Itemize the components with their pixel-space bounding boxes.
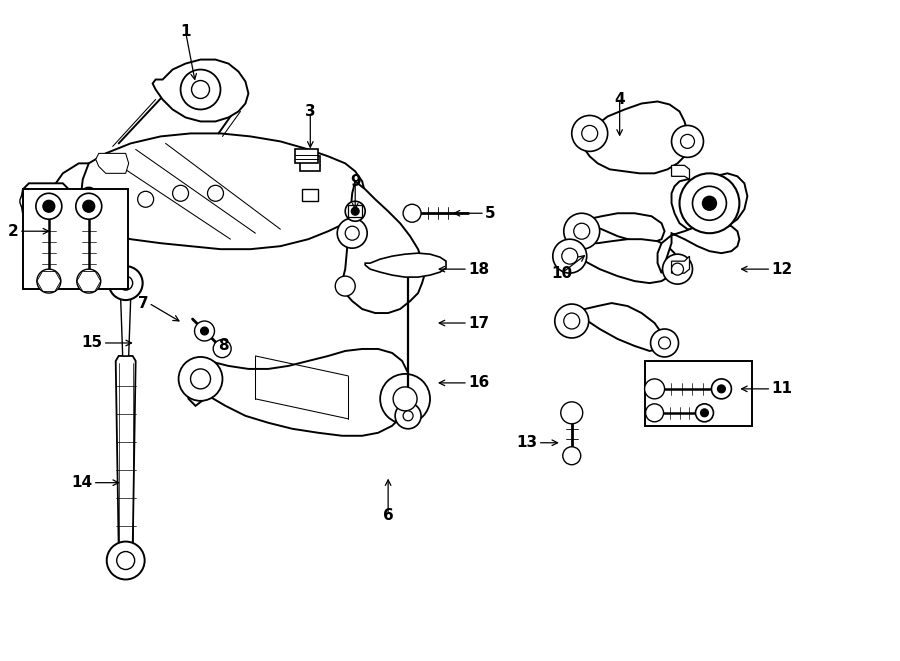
Circle shape [395, 403, 421, 429]
Text: 6: 6 [382, 508, 393, 523]
Circle shape [173, 185, 189, 201]
Text: 12: 12 [771, 262, 793, 277]
Circle shape [201, 327, 209, 335]
Circle shape [138, 191, 154, 208]
Circle shape [700, 409, 708, 417]
Circle shape [680, 173, 740, 233]
Circle shape [109, 266, 142, 300]
Polygon shape [581, 102, 688, 173]
Circle shape [659, 337, 670, 349]
Circle shape [403, 411, 413, 421]
FancyBboxPatch shape [22, 189, 128, 289]
Circle shape [335, 276, 356, 296]
Circle shape [43, 200, 55, 212]
Circle shape [671, 263, 683, 275]
Text: 8: 8 [219, 338, 230, 354]
Circle shape [562, 248, 578, 264]
Circle shape [119, 276, 132, 290]
Polygon shape [565, 239, 678, 283]
Text: 11: 11 [771, 381, 792, 397]
Circle shape [178, 357, 222, 401]
Text: 16: 16 [468, 375, 490, 391]
Text: 1: 1 [180, 24, 191, 39]
Text: 7: 7 [138, 295, 148, 311]
Polygon shape [121, 293, 130, 356]
Circle shape [346, 201, 365, 221]
Circle shape [711, 379, 732, 399]
Text: 3: 3 [305, 104, 316, 119]
Circle shape [692, 186, 726, 220]
Polygon shape [302, 189, 319, 201]
Text: 2: 2 [8, 223, 19, 239]
Polygon shape [658, 223, 740, 273]
Circle shape [662, 254, 692, 284]
Circle shape [181, 69, 220, 110]
Circle shape [651, 329, 679, 357]
Circle shape [80, 187, 98, 206]
Circle shape [83, 200, 94, 212]
Circle shape [572, 116, 608, 151]
Circle shape [393, 387, 417, 411]
Circle shape [37, 269, 61, 293]
Polygon shape [301, 157, 320, 171]
Circle shape [645, 404, 663, 422]
Circle shape [117, 551, 135, 570]
Text: 17: 17 [468, 315, 489, 330]
Circle shape [717, 385, 725, 393]
Circle shape [403, 204, 421, 222]
Circle shape [380, 374, 430, 424]
Circle shape [703, 196, 716, 210]
Text: 14: 14 [72, 475, 93, 490]
Circle shape [563, 214, 599, 249]
Text: 10: 10 [551, 266, 572, 281]
Text: 4: 4 [615, 92, 625, 107]
Polygon shape [342, 181, 425, 313]
Text: 15: 15 [82, 336, 103, 350]
Circle shape [76, 193, 102, 219]
Circle shape [20, 192, 38, 210]
Polygon shape [568, 303, 664, 351]
Polygon shape [671, 165, 689, 179]
Text: 5: 5 [485, 206, 496, 221]
Polygon shape [348, 206, 362, 217]
Circle shape [213, 340, 231, 358]
Circle shape [562, 447, 580, 465]
Circle shape [554, 304, 589, 338]
Polygon shape [53, 163, 93, 249]
Polygon shape [95, 153, 129, 173]
FancyBboxPatch shape [644, 361, 752, 426]
Circle shape [561, 402, 582, 424]
Circle shape [76, 269, 101, 293]
Text: 9: 9 [350, 174, 361, 189]
Circle shape [644, 379, 664, 399]
Polygon shape [21, 183, 71, 219]
Polygon shape [116, 356, 136, 549]
Circle shape [351, 208, 359, 215]
Polygon shape [153, 59, 248, 122]
Text: 18: 18 [468, 262, 489, 277]
Circle shape [581, 126, 598, 141]
Circle shape [192, 81, 210, 98]
Circle shape [671, 126, 704, 157]
Polygon shape [185, 349, 410, 436]
Circle shape [191, 369, 211, 389]
Circle shape [573, 223, 590, 239]
Polygon shape [81, 134, 365, 249]
Circle shape [194, 321, 214, 341]
Polygon shape [365, 253, 446, 277]
Circle shape [696, 404, 714, 422]
Circle shape [563, 313, 580, 329]
Circle shape [36, 193, 62, 219]
Polygon shape [295, 149, 319, 163]
Circle shape [553, 239, 587, 273]
Polygon shape [671, 256, 689, 273]
Circle shape [346, 226, 359, 240]
Circle shape [208, 185, 223, 201]
Circle shape [680, 134, 695, 148]
Text: 13: 13 [517, 435, 538, 450]
Polygon shape [572, 214, 664, 243]
Polygon shape [671, 173, 747, 231]
Circle shape [338, 218, 367, 248]
Circle shape [107, 541, 145, 580]
